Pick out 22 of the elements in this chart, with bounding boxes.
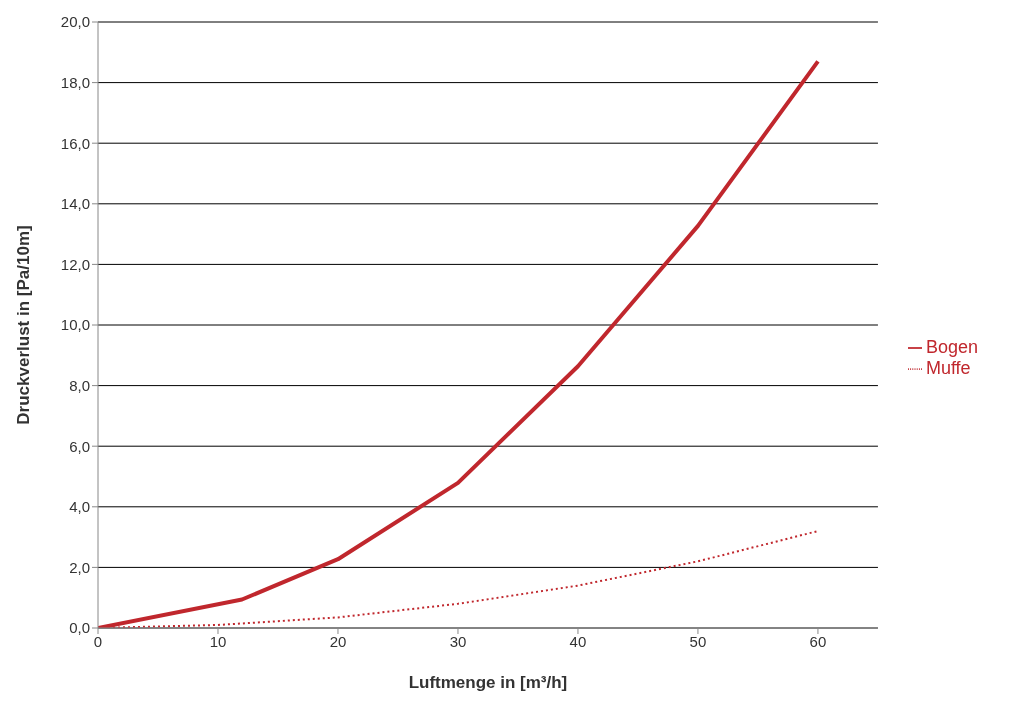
legend-label: Bogen	[925, 337, 978, 357]
x-tick-label: 0	[93, 632, 103, 650]
x-axis-title: Luftmenge in [m³/h]	[408, 673, 568, 692]
x-tick-label: 30	[449, 632, 467, 650]
y-tick-label: 12,0	[60, 255, 90, 273]
x-tick-label: 10	[209, 632, 227, 650]
y-tick-label: 6,0	[69, 437, 90, 455]
y-tick-label: 16,0	[60, 134, 90, 152]
y-tick-label: 0,0	[69, 619, 90, 637]
y-tick-label: 10,0	[60, 316, 90, 334]
y-axis-title: Druckverlust in [Pa/10m]	[14, 225, 34, 425]
y-tick-label: 20,0	[60, 13, 90, 31]
y-tick-label: 14,0	[60, 195, 90, 213]
y-tick-label: 4,0	[69, 498, 90, 516]
x-tick-label: 20	[329, 632, 347, 650]
x-tick-label: 40	[569, 632, 587, 650]
y-tick-label: 8,0	[69, 376, 90, 394]
x-tick-label: 60	[809, 632, 827, 650]
y-tick-label: 2,0	[69, 558, 90, 576]
y-tick-label: 18,0	[60, 73, 90, 91]
x-tick-label: 50	[689, 632, 707, 650]
legend-label: Muffe	[925, 358, 971, 378]
